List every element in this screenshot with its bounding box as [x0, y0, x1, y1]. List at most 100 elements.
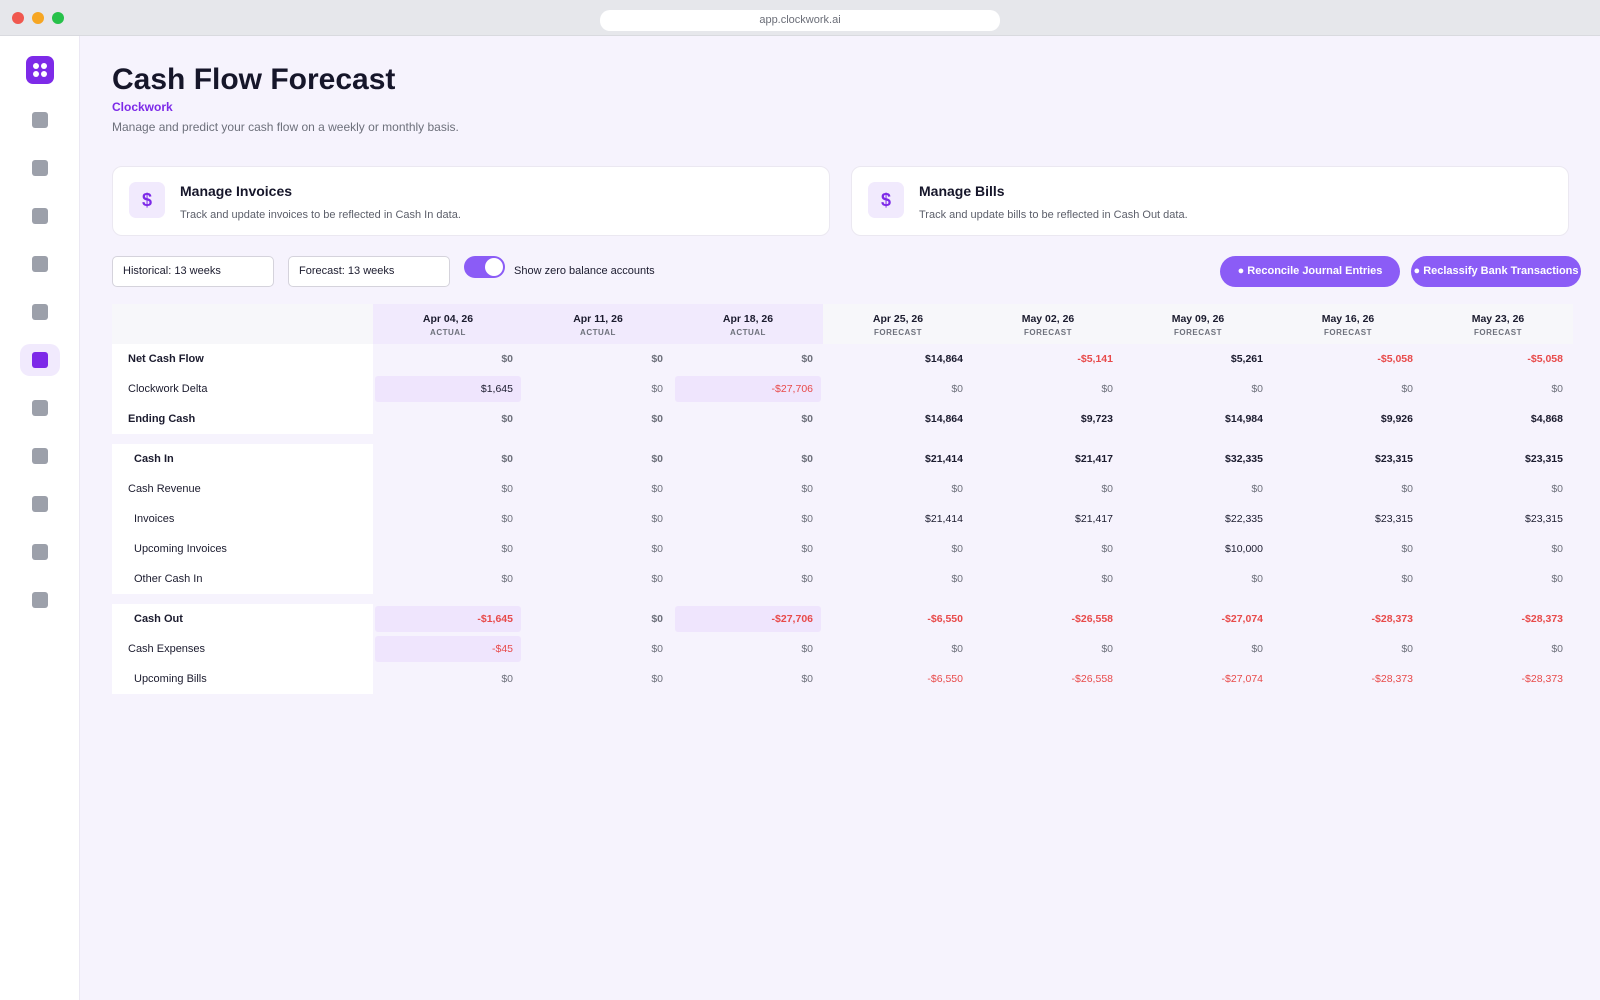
table-cell[interactable]: $0 [523, 504, 673, 534]
table-cell[interactable]: $0 [673, 664, 823, 694]
table-cell[interactable]: $0 [823, 374, 973, 404]
table-cell[interactable]: $23,315 [1273, 504, 1423, 534]
table-cell[interactable]: -$6,550 [823, 604, 973, 634]
forecast-range-select[interactable]: Forecast: 13 weeks [288, 256, 450, 287]
table-row[interactable]: Ending Cash $0 $0 $0 $14,864 $9,723 $14,984 $9,… [112, 404, 1569, 434]
column-header[interactable]: May 09, 26 FORECAST [1123, 304, 1273, 344]
table-cell[interactable]: $0 [1123, 374, 1273, 404]
table-cell[interactable]: $0 [1423, 634, 1573, 664]
table-cell[interactable]: -$5,141 [973, 344, 1123, 374]
table-row[interactable]: Cash Revenue $0 $0 $0 $0 $0 $0 $0 $0 [112, 474, 1569, 504]
table-row[interactable]: Net Cash Flow $0 $0 $0 $14,864 -$5,141 $5,261 -… [112, 344, 1569, 374]
table-cell[interactable]: $5,261 [1123, 344, 1273, 374]
table-cell[interactable]: $0 [523, 564, 673, 594]
table-cell[interactable]: $0 [973, 634, 1123, 664]
sidebar-item-11[interactable] [20, 584, 60, 616]
table-row[interactable]: Cash Out -$1,645 $0 -$27,706 -$6,550 -$26,558… [112, 604, 1569, 634]
table-cell[interactable]: $0 [673, 564, 823, 594]
table-cell[interactable]: $0 [523, 444, 673, 474]
sidebar-item-4[interactable] [20, 248, 60, 280]
table-cell[interactable]: $0 [1273, 634, 1423, 664]
maximize-window-button[interactable] [52, 12, 64, 24]
table-cell[interactable]: $0 [1123, 474, 1273, 504]
sidebar-item-3[interactable] [20, 200, 60, 232]
table-cell[interactable]: $0 [373, 504, 523, 534]
table-cell[interactable]: $14,864 [823, 344, 973, 374]
column-header[interactable]: Apr 11, 26 ACTUAL [523, 304, 673, 344]
table-cell[interactable]: $0 [1423, 374, 1573, 404]
table-cell[interactable]: -$45 [373, 634, 523, 664]
table-cell[interactable]: $23,315 [1423, 444, 1573, 474]
table-cell[interactable]: $0 [823, 634, 973, 664]
table-cell[interactable]: $9,723 [973, 404, 1123, 434]
table-cell[interactable]: $0 [523, 634, 673, 664]
table-cell[interactable]: $10,000 [1123, 534, 1273, 564]
table-cell[interactable]: $0 [373, 564, 523, 594]
table-row[interactable]: Invoices $0 $0 $0 $21,414 $21,417 $22,335 $23,3… [112, 504, 1569, 534]
table-cell[interactable]: $0 [973, 564, 1123, 594]
table-cell[interactable]: $9,926 [1273, 404, 1423, 434]
table-cell[interactable]: $23,315 [1273, 444, 1423, 474]
column-header[interactable]: May 02, 26 FORECAST [973, 304, 1123, 344]
close-window-button[interactable] [12, 12, 24, 24]
table-cell[interactable]: -$1,645 [373, 604, 523, 634]
table-cell[interactable]: $0 [1423, 564, 1573, 594]
table-cell[interactable]: $21,417 [973, 444, 1123, 474]
table-cell[interactable]: $32,335 [1123, 444, 1273, 474]
table-cell[interactable]: -$27,706 [673, 604, 823, 634]
table-cell[interactable]: -$27,706 [673, 374, 823, 404]
table-row[interactable]: Clockwork Delta $1,645 $0 -$27,706 $0 $0 $0 $0 $… [112, 374, 1569, 404]
table-cell[interactable]: $21,414 [823, 504, 973, 534]
table-cell[interactable]: $0 [673, 474, 823, 504]
table-row[interactable]: Upcoming Invoices $0 $0 $0 $0 $0 $10,000 $0 $0 [112, 534, 1569, 564]
table-cell[interactable]: -$27,074 [1123, 664, 1273, 694]
sidebar-item-cash-flow[interactable] [20, 344, 60, 376]
table-cell[interactable]: -$27,074 [1123, 604, 1273, 634]
manage-invoices-card[interactable]: $ Manage Invoices Track and update invoi… [112, 166, 830, 236]
table-cell[interactable]: $0 [523, 404, 673, 434]
table-cell[interactable]: $0 [673, 344, 823, 374]
sidebar-item-7[interactable] [20, 392, 60, 424]
table-cell[interactable]: $0 [373, 444, 523, 474]
table-cell[interactable]: $0 [523, 474, 673, 504]
table-cell[interactable]: $0 [1273, 374, 1423, 404]
column-header[interactable]: Apr 04, 26 ACTUAL [373, 304, 523, 344]
table-cell[interactable]: $0 [1123, 634, 1273, 664]
table-cell[interactable]: $1,645 [373, 374, 523, 404]
table-cell[interactable]: -$28,373 [1423, 604, 1573, 634]
table-cell[interactable]: -$28,373 [1423, 664, 1573, 694]
table-cell[interactable]: $0 [973, 534, 1123, 564]
table-cell[interactable]: -$6,550 [823, 664, 973, 694]
column-header[interactable]: Apr 18, 26 ACTUAL [673, 304, 823, 344]
table-cell[interactable]: $0 [1123, 564, 1273, 594]
table-cell[interactable]: $0 [973, 474, 1123, 504]
table-cell[interactable]: $0 [523, 534, 673, 564]
sidebar-item-8[interactable] [20, 440, 60, 472]
reclassify-bank-transactions-button[interactable]: ● Reclassify Bank Transactions [1411, 256, 1581, 287]
table-cell[interactable]: $23,315 [1423, 504, 1573, 534]
table-cell[interactable]: $21,417 [973, 504, 1123, 534]
table-cell[interactable]: $14,864 [823, 404, 973, 434]
table-cell[interactable]: $22,335 [1123, 504, 1273, 534]
table-cell[interactable]: -$28,373 [1273, 664, 1423, 694]
table-cell[interactable]: $0 [1423, 534, 1573, 564]
table-cell[interactable]: $0 [673, 634, 823, 664]
table-cell[interactable]: $0 [823, 534, 973, 564]
column-header[interactable]: May 16, 26 FORECAST [1273, 304, 1423, 344]
sidebar-item-1[interactable] [20, 104, 60, 136]
table-cell[interactable]: $0 [823, 564, 973, 594]
table-cell[interactable]: $0 [823, 474, 973, 504]
historical-range-select[interactable]: Historical: 13 weeks [112, 256, 274, 287]
sidebar-item-10[interactable] [20, 536, 60, 568]
zero-balance-toggle[interactable] [464, 256, 505, 278]
table-cell[interactable]: $0 [673, 404, 823, 434]
table-cell[interactable]: -$26,558 [973, 604, 1123, 634]
table-cell[interactable]: -$5,058 [1273, 344, 1423, 374]
sidebar-item-2[interactable] [20, 152, 60, 184]
table-cell[interactable]: $0 [1273, 564, 1423, 594]
table-cell[interactable]: $0 [523, 344, 673, 374]
table-cell[interactable]: $0 [673, 444, 823, 474]
table-cell[interactable]: $4,868 [1423, 404, 1573, 434]
table-cell[interactable]: $0 [373, 534, 523, 564]
table-cell[interactable]: $0 [1273, 534, 1423, 564]
